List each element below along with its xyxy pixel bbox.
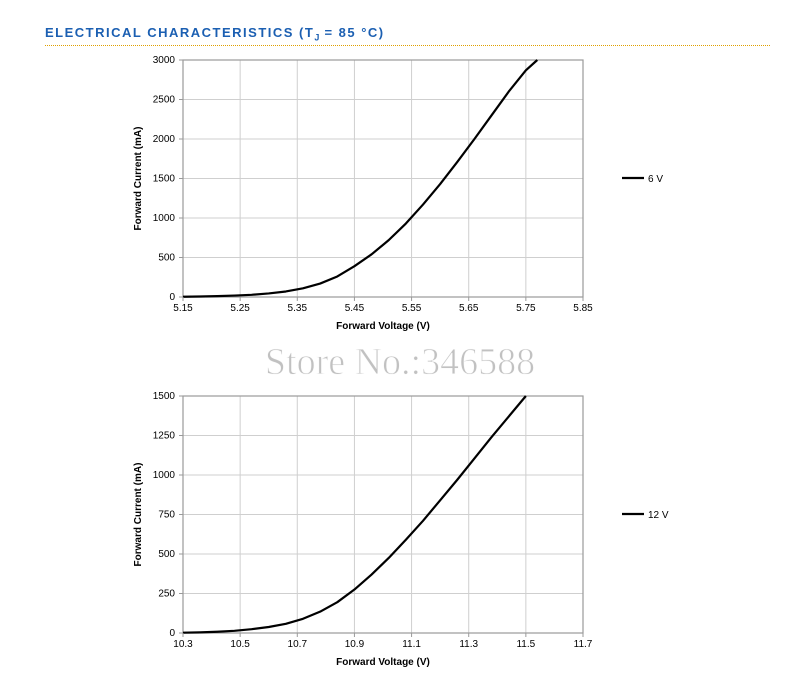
x-tick-label: 5.15: [173, 303, 193, 314]
x-tick-label: 5.45: [345, 303, 365, 314]
legend-label: 6 V: [648, 174, 663, 185]
y-tick-label: 1500: [153, 391, 176, 402]
x-axis-label: Forward Voltage (V): [336, 321, 430, 332]
y-tick-label: 500: [158, 253, 175, 264]
chart6v: 5.15 5.25 5.35 5.45 5.55 5.65 5.75 5.85 0 500 1000…: [133, 55, 663, 332]
y-tick-label: 1500: [153, 174, 176, 185]
y-tick-label: 1000: [153, 213, 176, 224]
y-tick-label: 2500: [153, 95, 176, 106]
y-tick-label: 0: [169, 292, 175, 303]
y-tick-label: 250: [158, 589, 175, 600]
y-axis-label: Forward Current (mA): [133, 127, 144, 231]
y-axis-label: Forward Current (mA): [133, 463, 144, 567]
y-tick-label: 500: [158, 549, 175, 560]
y-tick-label: 2000: [153, 134, 176, 145]
x-tick-label: 10.7: [288, 639, 308, 650]
y-tick-label: 0: [169, 628, 175, 639]
x-tick-label: 5.85: [573, 303, 593, 314]
x-tick-label: 11.7: [574, 639, 593, 650]
charts-svg: 5.15 5.25 5.35 5.45 5.55 5.65 5.75 5.85 0 500 1000…: [0, 0, 800, 692]
x-tick-label: 5.35: [288, 303, 308, 314]
x-tick-label: 10.5: [230, 639, 250, 650]
x-tick-label: 5.25: [230, 303, 250, 314]
y-tick-label: 1250: [153, 431, 176, 442]
legend-label: 12 V: [648, 510, 669, 521]
x-tick-label: 11.1: [402, 639, 421, 650]
x-tick-label: 11.5: [516, 639, 535, 650]
x-tick-label: 5.55: [402, 303, 422, 314]
x-tick-label: 5.75: [516, 303, 536, 314]
y-tick-label: 1000: [153, 470, 176, 481]
x-axis-label: Forward Voltage (V): [336, 657, 430, 668]
chart12v: 10.3 10.5 10.7 10.9 11.1 11.3 11.5 11.7 0 250 500 7…: [133, 391, 669, 668]
x-tick-label: 10.9: [345, 639, 365, 650]
y-tick-label: 3000: [153, 55, 176, 66]
x-tick-label: 10.3: [173, 639, 193, 650]
x-tick-label: 5.65: [459, 303, 479, 314]
y-tick-label: 750: [158, 510, 175, 521]
x-tick-label: 11.3: [459, 639, 478, 650]
